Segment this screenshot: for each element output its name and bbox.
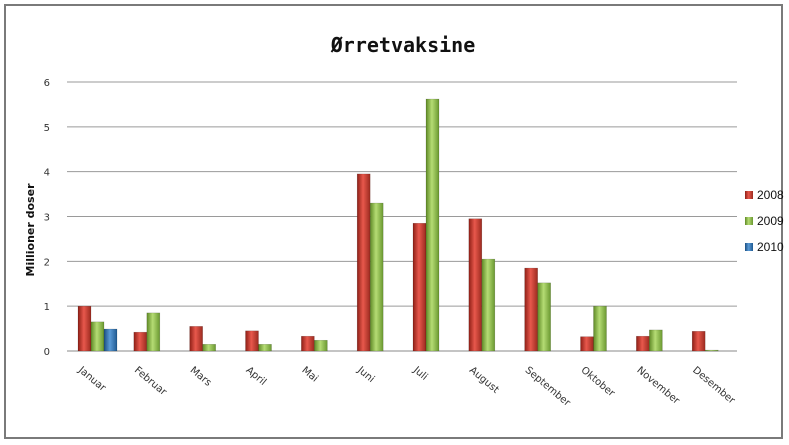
legend-swatch-2010 <box>745 243 753 251</box>
x-tick-label: Februar <box>132 365 169 399</box>
legend-label-2008: 2008 <box>757 188 784 202</box>
bar-2009-oktober <box>593 305 607 352</box>
bar-2008-juni <box>356 173 371 352</box>
bar-2008-mars <box>189 326 203 352</box>
legend-label-2009: 2009 <box>757 214 784 228</box>
legend-swatch-2009 <box>745 217 753 225</box>
chart-frame <box>4 4 783 439</box>
y-tick-label: 1 <box>44 302 50 313</box>
bar-2009-august <box>481 258 496 352</box>
bar-2009-mai <box>314 339 328 352</box>
bar-2008-august <box>468 218 483 352</box>
bar-2008-april <box>245 330 259 352</box>
x-tick-label: Januar <box>75 364 108 394</box>
bar-2008-januar <box>77 305 92 352</box>
bar-2009-januar <box>90 321 105 352</box>
y-tick-label: 0 <box>44 347 50 358</box>
bar-2008-november <box>636 335 650 352</box>
bar-2008-desember <box>691 331 706 352</box>
bar-2009-september <box>537 282 551 352</box>
x-tick-label: September <box>523 365 573 410</box>
legend-swatch-2008 <box>745 191 753 199</box>
y-axis-title: Millioner doser <box>24 183 37 277</box>
bar-2009-november <box>649 329 663 352</box>
bar-2009-mars <box>202 344 216 352</box>
bar-2008-oktober <box>580 336 594 352</box>
legend-label-2010: 2010 <box>757 240 784 254</box>
x-tick-label: Mai <box>299 365 320 385</box>
bar-2009-april <box>258 344 272 352</box>
y-tick-label: 4 <box>44 168 50 179</box>
x-tick-label: Juli <box>410 364 429 383</box>
chart-title: Ørretvaksine <box>330 33 476 57</box>
y-tick-label: 5 <box>44 123 50 134</box>
bar-2009-desember <box>704 349 719 352</box>
bar-2010-januar <box>103 328 118 352</box>
bars <box>77 98 719 352</box>
x-tick-label: April <box>244 365 269 388</box>
x-tick-labels: Januar Februar Mars April Mai Juni Juli August S… <box>75 364 737 409</box>
bar-2008-mai <box>301 335 315 352</box>
x-tick-label: August <box>467 365 501 396</box>
y-tick-label: 2 <box>44 257 50 268</box>
bar-2009-februar <box>146 312 161 352</box>
bar-2009-juli <box>425 98 440 352</box>
bar-2009-juni <box>369 202 384 352</box>
y-tick-label: 6 <box>44 78 50 89</box>
x-tick-label: Desember <box>690 365 737 407</box>
x-tick-label: Oktober <box>579 365 618 400</box>
legend: 2008 2009 2010 <box>745 188 784 254</box>
gridlines <box>67 81 737 352</box>
x-tick-label: Mars <box>188 365 214 389</box>
y-tick-label: 3 <box>44 213 50 224</box>
x-tick-label: Juni <box>354 364 376 385</box>
bar-2008-juli <box>412 222 427 352</box>
y-tick-labels: 0 1 2 3 4 5 6 <box>44 78 50 358</box>
bar-2008-september <box>524 267 538 352</box>
x-tick-label: November <box>634 365 682 407</box>
bar-2008-februar <box>133 331 148 352</box>
